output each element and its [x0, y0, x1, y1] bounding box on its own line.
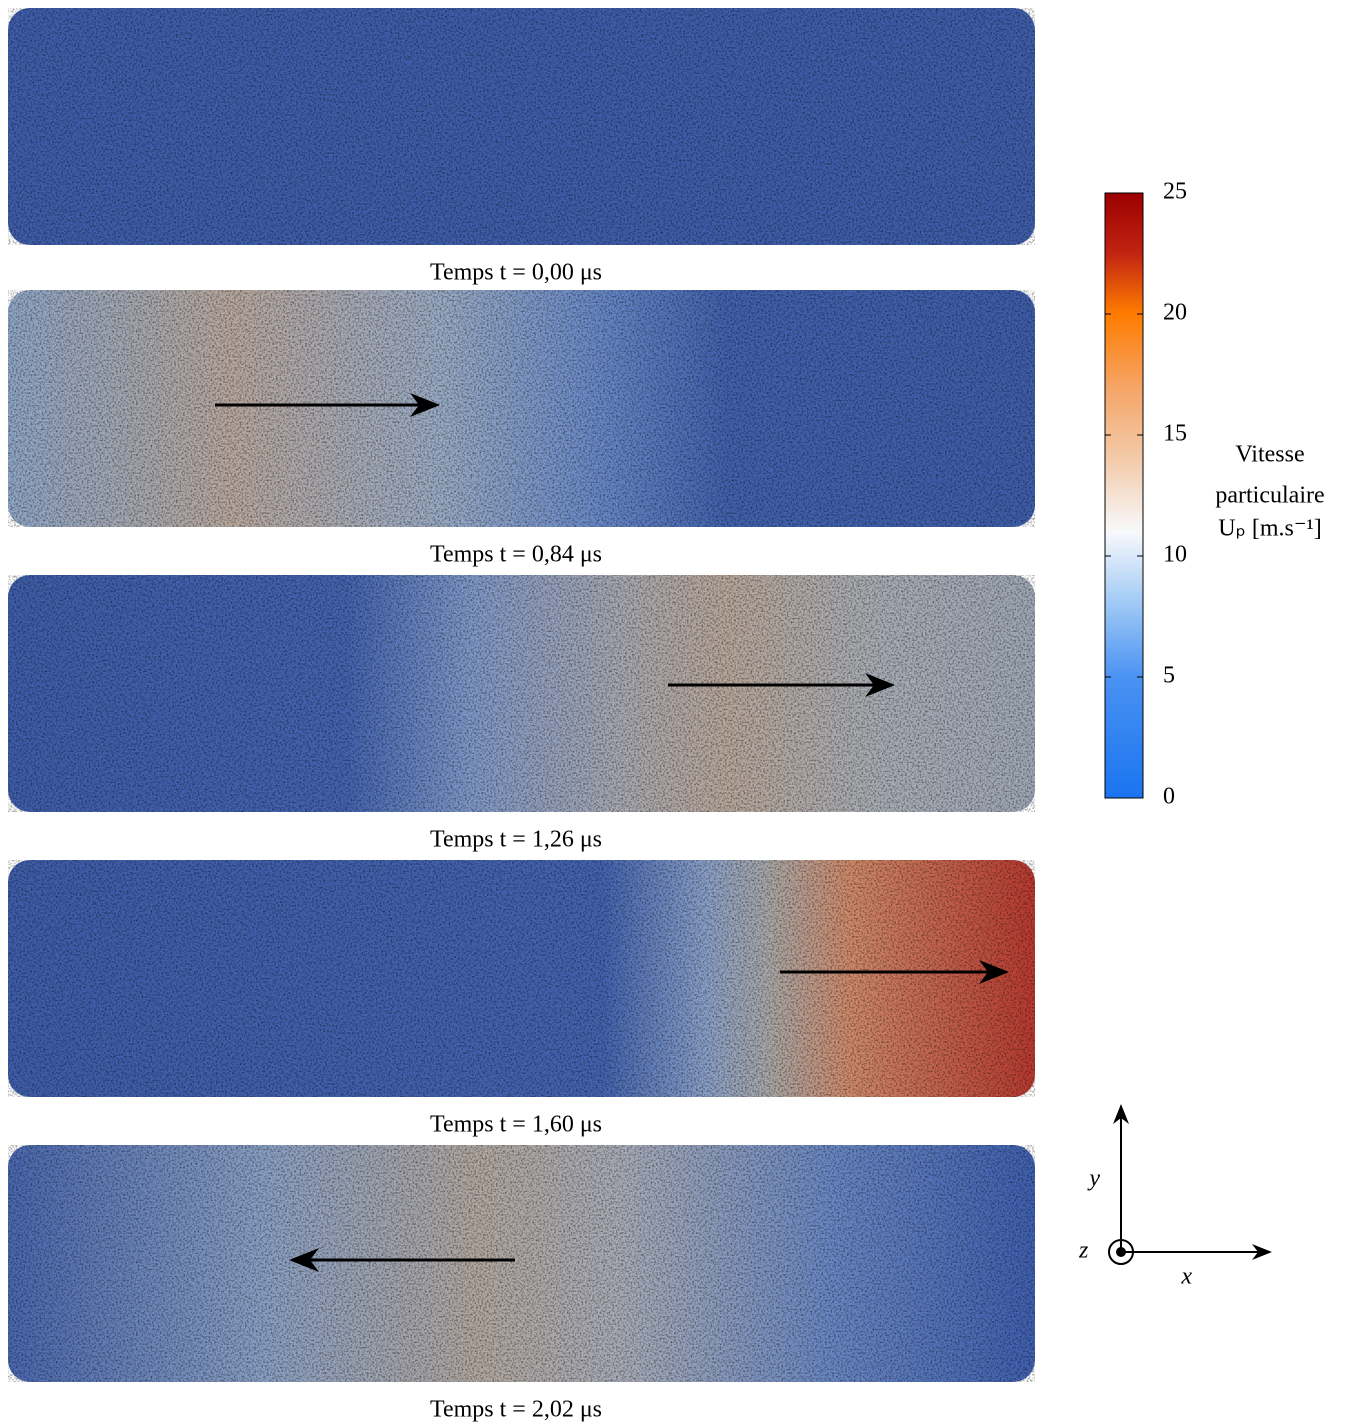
colorbar-title: particulaire	[1215, 483, 1324, 509]
tick-label: 15	[1163, 421, 1187, 447]
particle-texture	[8, 860, 1035, 1097]
panel-caption: Temps t = 0,00 μs	[430, 260, 602, 286]
panel-caption: Temps t = 1,60 μs	[430, 1112, 602, 1138]
particle-texture	[8, 1145, 1035, 1382]
colorbar-title: Uₚ [m.s⁻¹]	[1218, 516, 1321, 542]
panel-caption: Temps t = 2,02 μs	[430, 1397, 602, 1423]
panel-caption: Temps t = 1,26 μs	[430, 827, 602, 853]
axes-triad	[1108, 1104, 1272, 1265]
colorbar	[1104, 192, 1144, 799]
particle-texture	[8, 8, 1035, 245]
tick-label: 25	[1163, 179, 1187, 205]
axis-label: y⃗	[1087, 1166, 1118, 1192]
axis-label: z⃗	[1078, 1238, 1107, 1264]
particle-texture	[8, 575, 1035, 812]
colorbar-title: Vitesse	[1235, 442, 1304, 468]
tick-label: 10	[1163, 542, 1187, 568]
panel-caption: Temps t = 0,84 μs	[430, 542, 602, 568]
tick-label: 0	[1163, 784, 1175, 810]
tick-label: 20	[1163, 300, 1187, 326]
particle-texture	[8, 290, 1035, 527]
axis-label: x⃗	[1180, 1264, 1210, 1290]
tick-label: 5	[1163, 663, 1175, 689]
